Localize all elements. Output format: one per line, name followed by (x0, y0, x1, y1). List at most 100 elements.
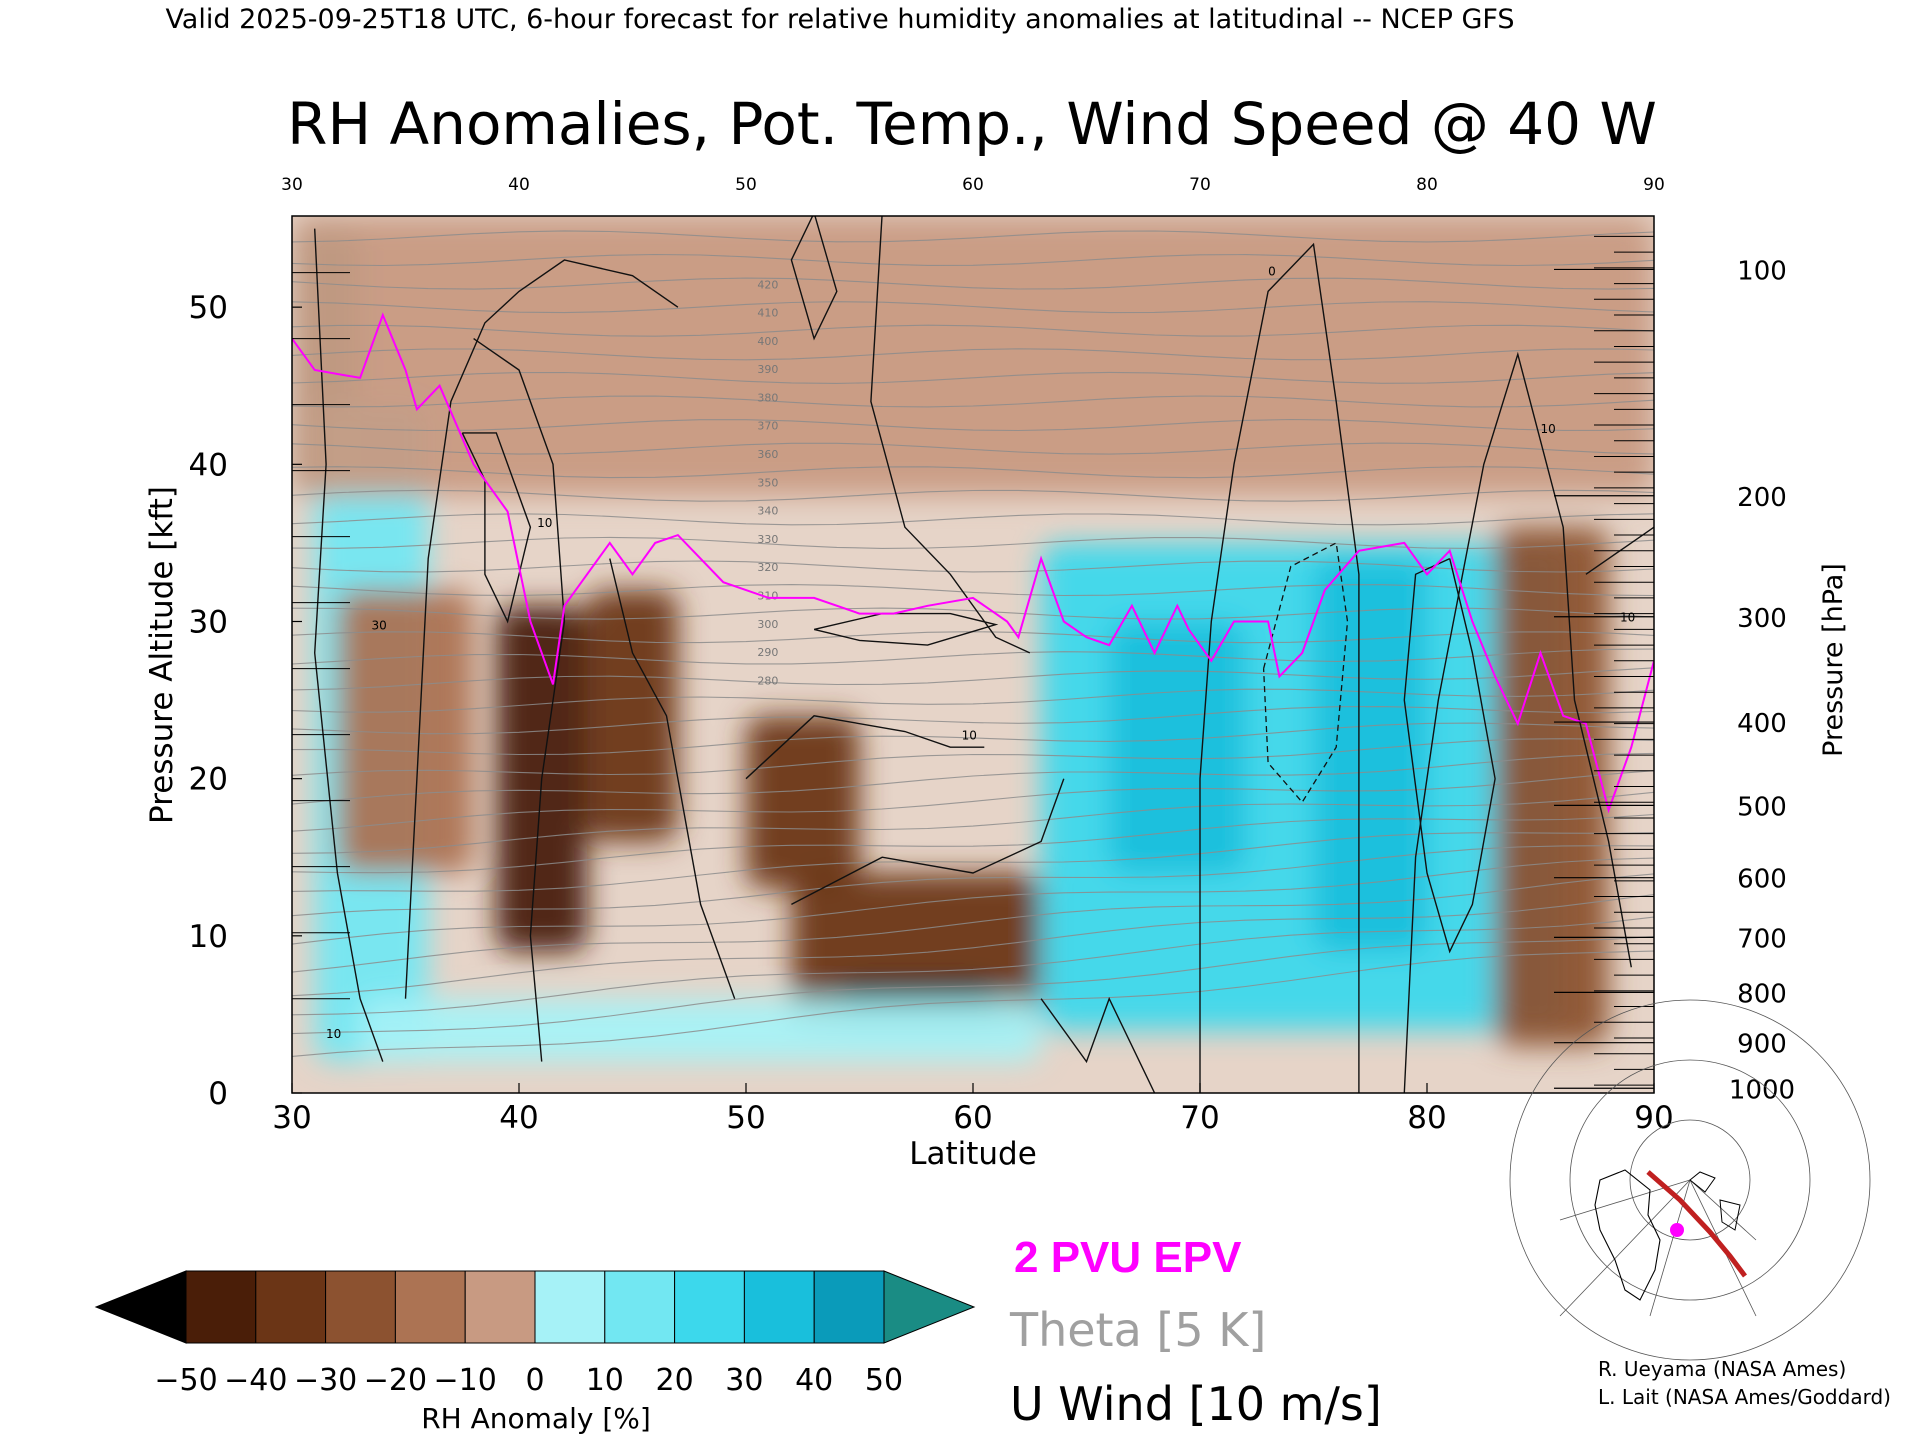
colorbar: −50 −40 −30 −20 −10 0 10 20 30 40 50 RH Anomaly [%… (94, 1270, 976, 1435)
colorbar-segment (464, 1270, 536, 1344)
rh-region (337, 590, 474, 873)
u-wind-negative-contour (1262, 541, 1349, 804)
chart-title: RH Anomalies, Pot. Temp., Wind Speed @ 4… (287, 90, 1657, 158)
map-cross-section-track (1646, 1170, 1747, 1278)
theta-contour (292, 832, 1654, 892)
theta-contour (292, 371, 1654, 384)
theta-contour (292, 688, 1654, 713)
theta-label: 390 (757, 363, 778, 376)
theta-contour (292, 301, 1654, 314)
theta-contour (292, 230, 1654, 243)
y-tick-label: 30 (189, 604, 228, 640)
theta-contour (292, 770, 1654, 832)
y-tick-label: 0 (208, 1076, 228, 1112)
theta-label: 340 (757, 505, 778, 518)
colorbar-segment (255, 1270, 327, 1344)
colorbar-segment (534, 1270, 606, 1344)
colorbar-tick-label: −20 (364, 1363, 427, 1398)
theta-label: 400 (757, 335, 778, 348)
pressure-tick-label: 800 (1737, 979, 1787, 1009)
u-wind-contour (313, 228, 384, 1062)
u-wind-contour (1585, 526, 1654, 575)
x-tick-label: 50 (726, 1100, 765, 1136)
u-wind-contour (473, 338, 566, 1062)
theta-contour (292, 738, 1654, 776)
theta-contour (292, 813, 1654, 874)
x-tick-label: 40 (499, 1100, 538, 1136)
theta-contour (292, 916, 1654, 1016)
theta-contour (292, 536, 1654, 549)
colorbar-segment (604, 1270, 676, 1344)
pressure-tick-label: 700 (1737, 924, 1787, 954)
theta-contour (292, 667, 1654, 691)
colorbar-segment (325, 1270, 396, 1344)
colorbar-segment (743, 1270, 815, 1344)
pressure-tick-label: 500 (1737, 792, 1787, 822)
rh-region (1495, 527, 1609, 1046)
rh-region (1313, 558, 1427, 952)
theta-label: 320 (757, 561, 778, 574)
y-axis-label-left: Pressure Altitude [kft] (144, 486, 180, 824)
legend-uwind: U Wind [10 m/s] (1010, 1377, 1382, 1431)
pressure-tick-label: 200 (1737, 483, 1787, 513)
colorbar-tick-label: −10 (434, 1363, 497, 1398)
theta-contour (292, 706, 1654, 735)
x-tick-label: 30 (272, 1100, 311, 1136)
y-tick-label: 10 (189, 919, 228, 955)
u-wind-contour (1403, 351, 1632, 1093)
colorbar-tick-label: 50 (865, 1363, 903, 1398)
theta-contour (292, 466, 1654, 479)
theta-contour (292, 489, 1654, 502)
theta-contour (292, 791, 1654, 854)
colorbar-label: RH Anomaly [%] (421, 1402, 651, 1435)
u-wind-contour (745, 715, 985, 780)
x-tick-label: 60 (953, 1100, 992, 1136)
u-wind-contour (790, 216, 838, 341)
u-wind-contour (791, 778, 1065, 906)
pressure-level-ticks (292, 235, 1654, 1086)
colorbar-segment (394, 1270, 466, 1344)
colorbar-tick-label: 20 (656, 1363, 694, 1398)
wind-label: 10 (537, 516, 552, 530)
pressure-tick-label: 300 (1737, 604, 1787, 634)
theta-label: 350 (757, 476, 778, 489)
theta-contour (292, 607, 1654, 620)
colorbar-tick-label: 10 (586, 1363, 624, 1398)
colorbar-tick-label: 0 (525, 1363, 544, 1398)
u-wind-contour (609, 558, 736, 999)
map-latitude-circle (1569, 1059, 1811, 1301)
wind-label: 10 (326, 1027, 341, 1041)
colorbar-over-arrow (883, 1270, 976, 1344)
credit-line-2: L. Lait (NASA Ames/Goddard) (1598, 1385, 1891, 1409)
wind-label: 10 (1541, 422, 1556, 436)
x-top-tick-label: 60 (962, 175, 984, 195)
colorbar-segment (674, 1270, 745, 1344)
wind-label: 0 (1268, 265, 1276, 279)
y-axis-label-right: Pressure [hPa] (1818, 563, 1849, 757)
epv-line (292, 312, 1654, 814)
wind-label: 30 (371, 618, 386, 632)
wind-label: 10 (1620, 610, 1635, 624)
theta-contour (292, 857, 1654, 945)
rh-region (1109, 621, 1246, 873)
theta-contour (292, 277, 1654, 290)
theta-label: 420 (757, 278, 778, 291)
pressure-tick-label: 1000 (1729, 1075, 1795, 1105)
map-meridian (1559, 1179, 1691, 1317)
y-tick-label: 20 (189, 762, 228, 798)
theta-contour (292, 348, 1654, 361)
u-wind-contour (1040, 996, 1156, 1093)
x-top-tick-label: 80 (1416, 175, 1438, 195)
pressure-tick-label: 100 (1737, 256, 1787, 286)
x-top-tick-label: 50 (735, 175, 757, 195)
theta-contour (292, 395, 1654, 408)
legend: 2 PVU EPV Theta [5 K] U Wind [10 m/s] (1009, 1233, 1382, 1431)
credit-line-1: R. Ueyama (NASA Ames) (1598, 1357, 1846, 1381)
theta-label: 280 (757, 674, 778, 687)
theta-contour (292, 584, 1654, 597)
u-wind-contour (1403, 557, 1496, 954)
theta-contour (292, 752, 1654, 805)
pressure-tick-label: 400 (1737, 709, 1787, 739)
